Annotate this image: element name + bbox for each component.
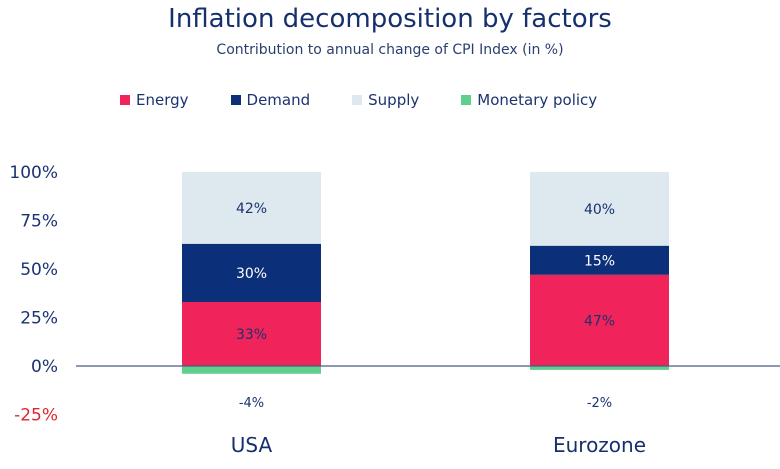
bar-segment-monetary-policy [530,366,669,370]
legend-swatch [230,95,241,105]
legend-item-monetary-policy: Monetary policy [461,91,597,109]
bar-segment-demand [182,243,321,302]
y-tick-label: -25% [14,406,58,426]
bar-segment-monetary-policy [182,366,321,374]
data-label: -2% [587,396,612,411]
chart-title: Inflation decomposition by factors [168,4,612,34]
data-label: 47% [584,313,615,329]
legend-label: Demand [246,91,311,109]
chart-subtitle: Contribution to annual change of CPI Ind… [216,42,564,58]
bar-segment-supply [530,172,669,246]
bar-segment-supply [182,172,321,244]
legend-item-demand: Demand [230,91,311,109]
legend-swatch [120,95,130,105]
legend-label: Supply [368,91,420,109]
bar-segment-demand [530,245,669,275]
y-tick-label: 25% [20,309,58,329]
data-label: 33% [236,327,267,343]
data-label: 40% [584,202,615,218]
legend-swatch [461,95,472,105]
legend-item-energy: Energy [120,91,189,109]
y-tick-label: 0% [31,357,58,377]
x-category-label: USA [231,433,273,457]
legend-label: Monetary policy [477,91,598,109]
legend-label: Energy [136,91,189,109]
y-tick-label: 100% [9,163,58,183]
data-label: 42% [236,201,267,217]
bar-segment-energy [530,274,669,366]
bar-segment-energy [182,301,321,366]
data-label: -4% [239,396,264,411]
legend: Energy Demand Supply Monetary policy [120,91,639,109]
x-category-label: Eurozone [553,433,646,457]
data-label: 15% [584,253,615,269]
legend-item-supply: Supply [352,91,419,109]
legend-swatch [352,95,363,105]
data-label: 30% [236,266,267,282]
y-tick-label: 50% [20,260,58,280]
y-tick-label: 75% [20,212,58,232]
